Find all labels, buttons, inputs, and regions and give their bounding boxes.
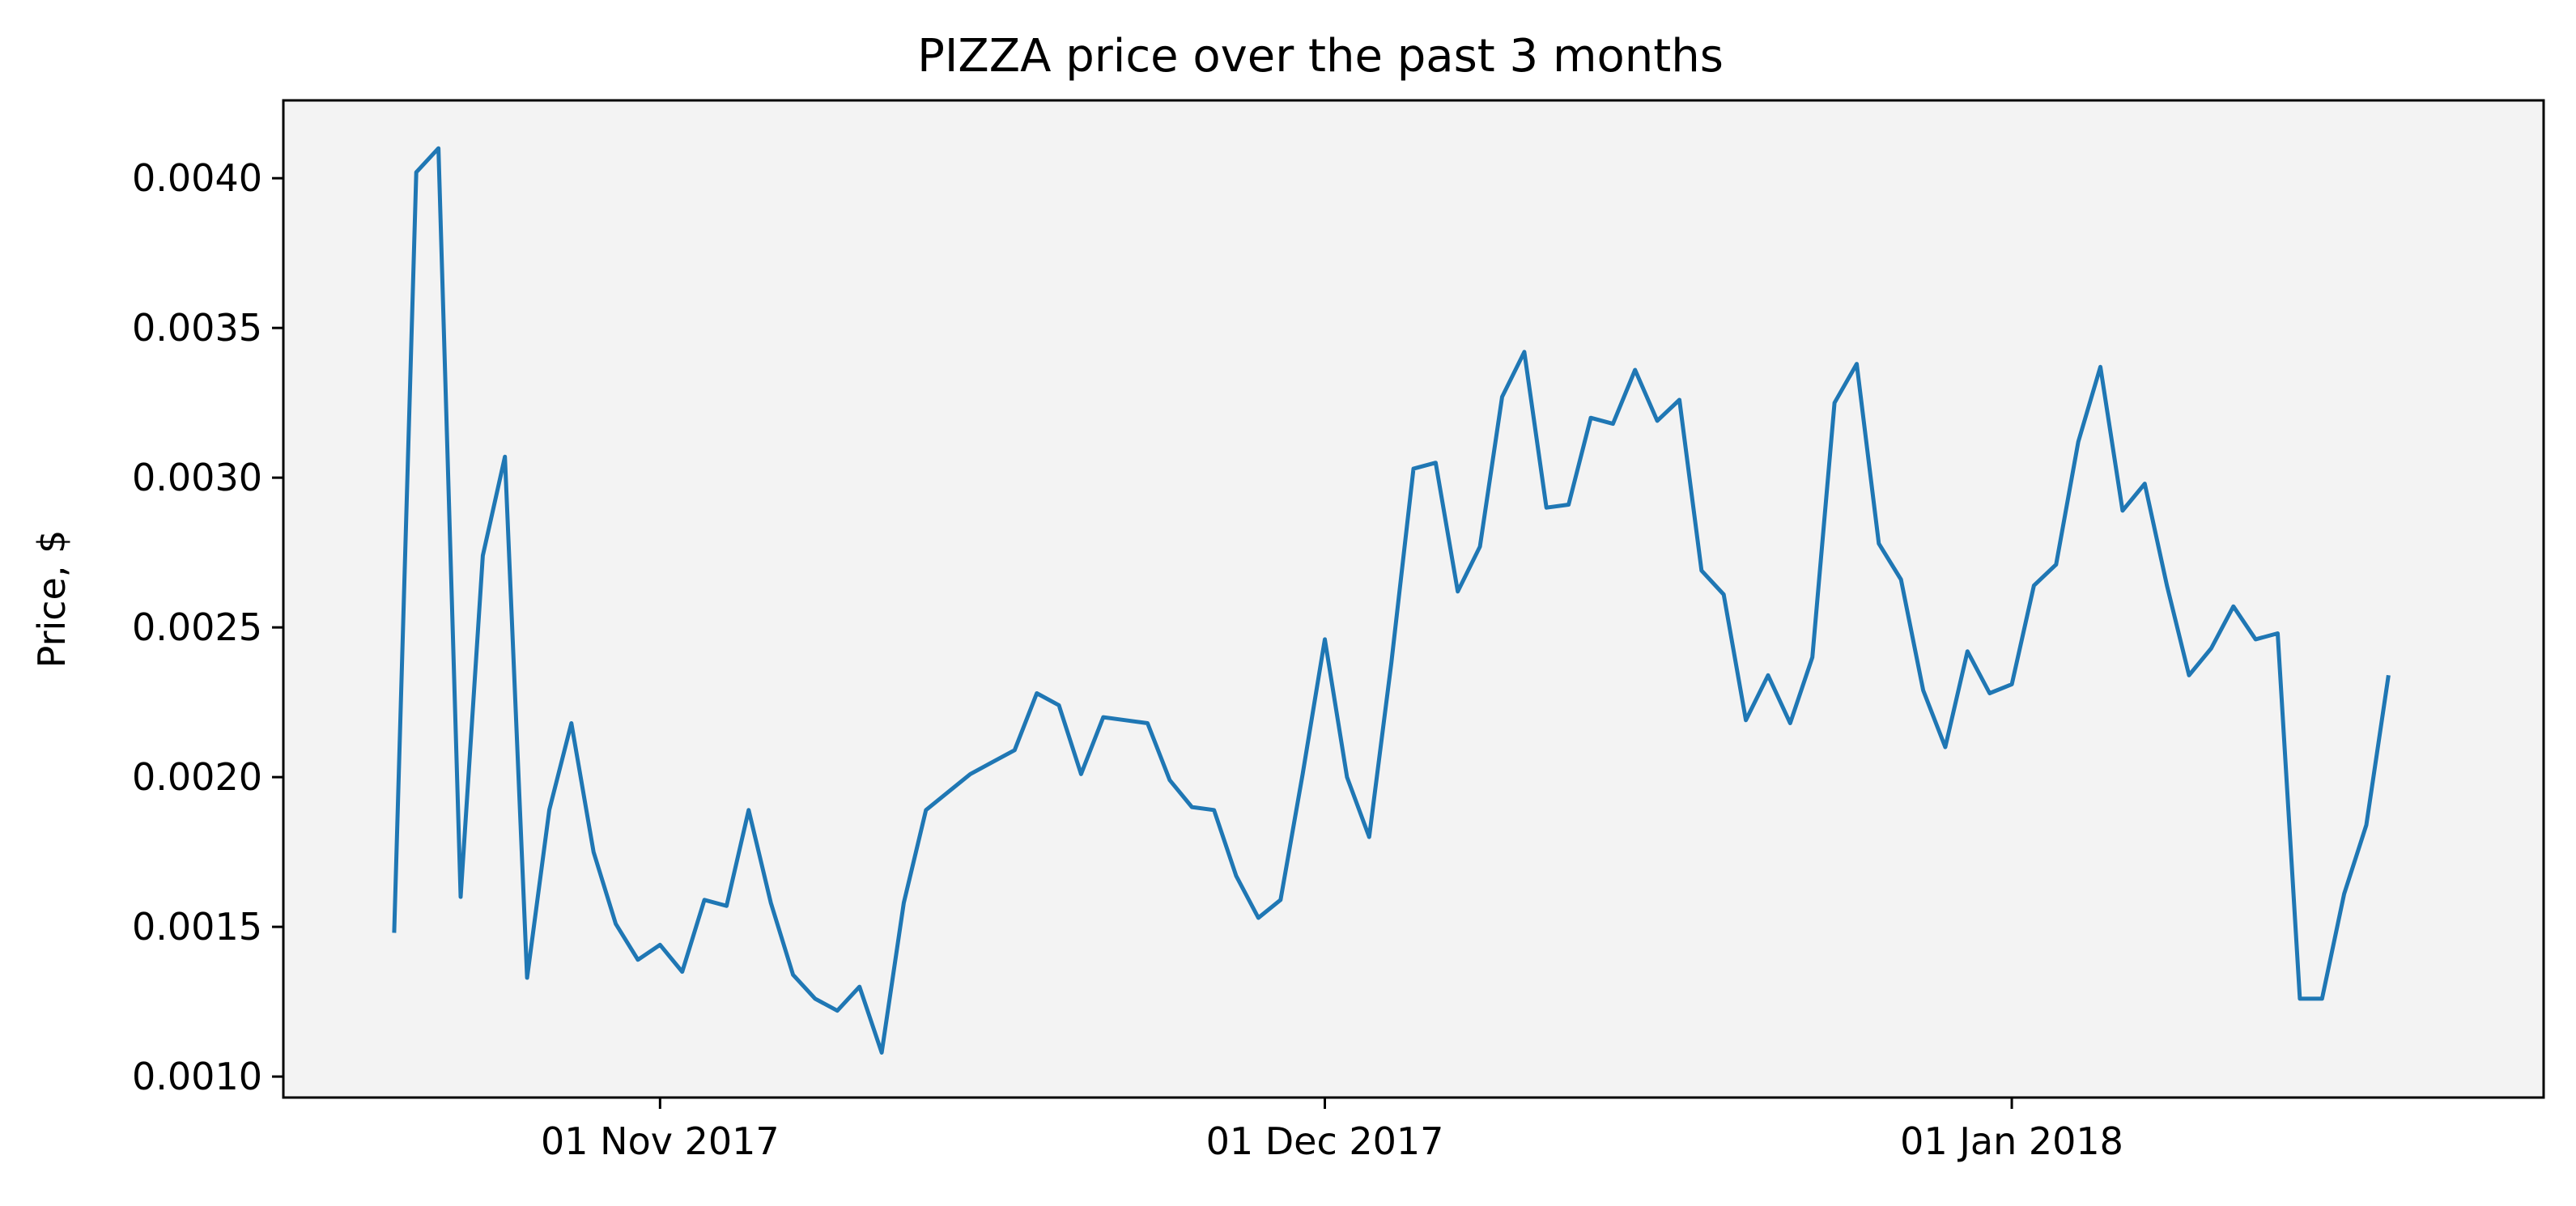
x-axis: 01 Nov 2017 01 Dec 2017 01 Jan 2018 [541,1098,2123,1163]
x-tick-label: 01 Jan 2018 [1900,1119,2123,1163]
y-tick-label: 0.0020 [132,755,262,799]
chart-title: PIZZA price over the past 3 months [917,30,1724,83]
series-line-0 [392,146,2391,1055]
y-tick-label: 0.0010 [132,1055,262,1098]
plot-area [283,100,2544,1098]
y-tick-label: 0.0025 [132,605,262,649]
y-tick-label: 0.0040 [132,156,262,200]
y-axis-label: Price, $ [30,530,74,669]
y-axis: 0.0010 0.0015 0.0020 0.0025 0.0030 0.0035 0.00… [132,156,283,1098]
y-tick-label: 0.0035 [132,306,262,350]
y-tick-label: 0.0015 [132,905,262,949]
plot-frame [282,99,2545,1099]
x-tick-label: 01 Nov 2017 [541,1119,780,1163]
y-tick-label: 0.0030 [132,456,262,499]
x-tick-label: 01 Dec 2017 [1206,1119,1444,1163]
